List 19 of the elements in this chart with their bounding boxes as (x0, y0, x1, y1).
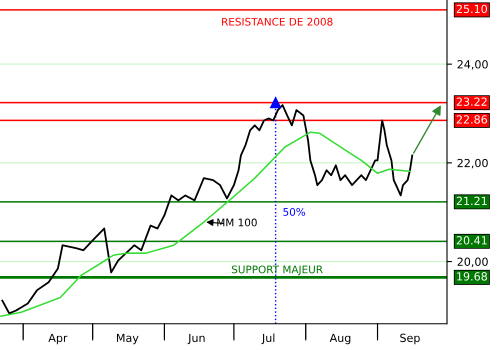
x-tick-label: Apr (48, 334, 68, 344)
ref-line-label: 23.22 (456, 97, 487, 106)
ref-line-label: 21.21 (456, 196, 487, 205)
x-tick-label: Sep (400, 334, 420, 344)
y-tick-label: 24,00 (458, 60, 488, 70)
ref-line-label: 25.10 (456, 4, 488, 14)
ref-line-label: 22.86 (456, 115, 488, 124)
y-tick-label: 22,00 (458, 158, 488, 168)
x-tick-label: Jun (188, 334, 205, 344)
x-tick-label: Jul (261, 333, 274, 344)
ref-line-label: 20.41 (456, 236, 487, 245)
x-tick-label: Aug (330, 334, 350, 344)
annotation: MM 100 (217, 218, 257, 226)
ref-line-label: 50% (283, 208, 306, 216)
x-tick-label: May (116, 334, 139, 344)
annotation: SUPPORT MAJEUR (232, 265, 323, 276)
y-tick-label: 20,00 (458, 258, 488, 268)
ref-line-label: 19.68 (457, 272, 487, 281)
annotation: RESISTANCE DE 2008 (222, 18, 333, 26)
